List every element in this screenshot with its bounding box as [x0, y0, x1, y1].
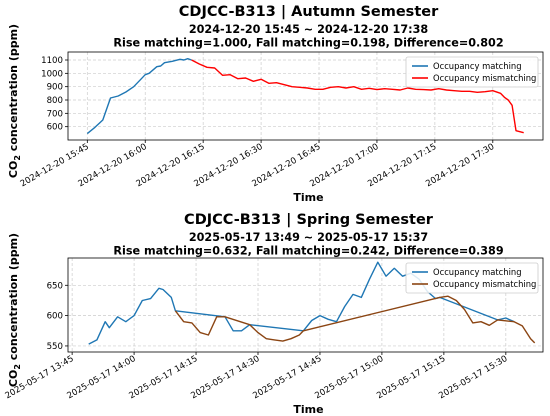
x-tick-label: 2025-05-17 15:15	[375, 354, 447, 401]
y-axis-label-subscript: 2	[13, 364, 22, 370]
x-tick-label: 2025-05-17 14:30	[189, 354, 261, 401]
plot-frame	[67, 51, 544, 141]
y-tick-label: 550	[47, 342, 63, 352]
chart-subtitle-line: Rise matching=1.000, Fall matching=0.198…	[113, 37, 503, 50]
plot-frame	[67, 257, 544, 353]
x-tick-label: 2025-05-17 15:30	[437, 354, 509, 401]
chart-subtitle-line: 2024-12-20 15:45 ~ 2024-12-20 17:38	[189, 23, 429, 36]
x-tick-label: 2025-05-17 14:45	[251, 354, 323, 401]
y-axis-label: CO2 concentration (ppm)	[7, 233, 22, 387]
y-tick-label: 800	[47, 96, 63, 106]
x-tick-label: 2025-05-17 15:00	[313, 354, 385, 401]
legend-label: Occupancy matching	[433, 267, 522, 277]
chart-spring: CDJCC-B313 | Spring Semester 2025-05-17 1…	[4, 212, 544, 416]
legend: Occupancy matching Occupancy mismatching	[405, 56, 539, 88]
y-axis-label-subscript: 2	[13, 155, 22, 161]
y-tick-label: 600	[47, 123, 63, 133]
series-line-occupancy-mismatching	[174, 295, 536, 344]
y-axis-label-rest: concentration (ppm)	[7, 233, 20, 364]
chart-autumn: CDJCC-B313 | Autumn Semester 2024-12-20 1…	[7, 4, 544, 204]
legend-label: Occupancy mismatching	[433, 279, 536, 289]
series-line-occupancy-matching	[86, 58, 192, 135]
legend-box	[405, 56, 539, 88]
y-tick-label: 900	[47, 83, 63, 93]
chart-title: CDJCC-B313 | Autumn Semester	[179, 4, 439, 20]
legend-box	[405, 262, 539, 294]
y-axis-label-co: CO	[7, 161, 20, 178]
chart-subtitle-line: 2025-05-17 13:49 ~ 2025-05-17 15:37	[189, 231, 428, 244]
y-tick-label: 600	[47, 312, 63, 322]
x-tick-label: 2025-05-17 14:00	[66, 354, 138, 401]
x-axis-label: Time	[293, 191, 323, 204]
series-line-occupancy-mismatching	[191, 59, 524, 134]
y-tick-label: 700	[47, 109, 63, 119]
legend-label: Occupancy matching	[433, 61, 522, 71]
y-axis-label-co: CO	[7, 370, 20, 387]
legend: Occupancy matching Occupancy mismatching	[405, 262, 539, 294]
y-tick-label: 650	[47, 281, 63, 291]
y-axis-label-rest: concentration (ppm)	[7, 24, 20, 155]
chart-subtitle-line: Rise matching=0.632, Fall matching=0.242…	[113, 245, 503, 258]
chart-title: CDJCC-B313 | Spring Semester	[184, 212, 434, 228]
x-tick-label: 2025-05-17 14:15	[127, 354, 199, 401]
y-tick-label: 1000	[41, 69, 63, 79]
y-axis-label: CO2 concentration (ppm)	[7, 24, 22, 178]
legend-label: Occupancy mismatching	[433, 73, 536, 83]
y-tick-label: 1100	[41, 56, 63, 66]
x-axis-label: Time	[293, 403, 323, 416]
